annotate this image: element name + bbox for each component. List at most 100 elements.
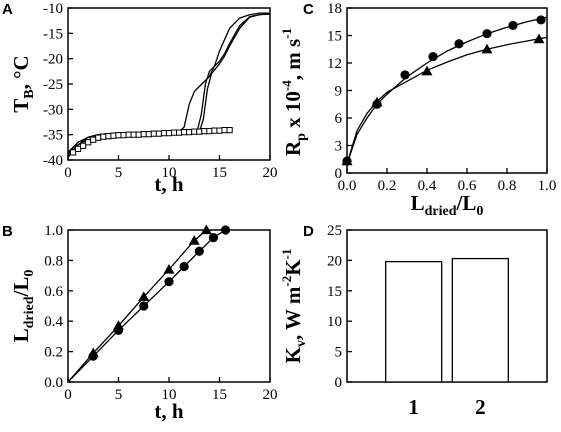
temperature-data-point	[90, 136, 97, 143]
panel-c-y-tick-label: 18	[327, 1, 342, 17]
axis-ticks-d: 0 5 10 15 20 25 1 2	[327, 223, 486, 419]
resistance-data-point	[533, 33, 545, 44]
panel-c-y-tick-label: 0	[335, 166, 343, 182]
resistance-data-point	[508, 20, 518, 31]
data-marks-d	[385, 257, 509, 383]
panel-c-x-tick-label: 0.0	[338, 178, 357, 194]
resistance-data-point	[482, 29, 492, 39]
y-axis-label-b: Ldried/L0	[9, 270, 37, 343]
chart-panel-b: B 0 5 10 15 20 0.0 0.2 0.4 0.6 0.8 1.0 t, h Ldried…	[2, 223, 278, 423]
panel-d-y-tick-label: 0	[335, 375, 343, 391]
panel-b-x-tick-label: 10	[162, 387, 177, 403]
panel-a-y-tick-label: -15	[43, 26, 63, 42]
panel-c-x-tick-label: 0.6	[458, 178, 477, 194]
dried-fraction-data-point	[220, 225, 231, 235]
axis-ticks-a: 0 5 10 15 20 -40 -35 -30 -25 -20 -15 -10	[43, 1, 278, 181]
panel-c-x-tick-label: 0.4	[418, 178, 437, 194]
temperature-data-point	[110, 132, 117, 139]
panel-d-y-tick-label: 10	[327, 314, 342, 330]
panel-d-category-label: 2	[475, 395, 486, 419]
panel-a-y-tick-label: -40	[43, 153, 63, 169]
temperature-data-point	[105, 133, 112, 140]
panel-a-y-tick-label: -25	[43, 77, 63, 93]
dried-fraction-data-point	[200, 224, 212, 235]
resistance-fit-curve	[346, 16, 548, 165]
temperature-data-point	[170, 129, 178, 136]
temperature-data-point	[140, 131, 147, 138]
heat-transfer-bar	[451, 257, 509, 383]
panel-c-label: C	[303, 1, 314, 18]
panel-d-y-tick-label: 20	[327, 253, 342, 269]
panel-d-y-tick-label: 15	[327, 284, 342, 300]
panel-c-x-tick-label: 1.0	[538, 178, 557, 194]
panel-a-x-tick-label: 15	[212, 165, 227, 181]
panel-a-x-tick-label: 10	[162, 165, 177, 181]
y-axis-label-d: Kv, W m-2K-1	[279, 249, 309, 364]
temperature-data-point	[150, 130, 157, 137]
panel-b-x-tick-label: 20	[263, 387, 278, 403]
temperature-data-point	[226, 127, 233, 134]
panel-b-y-tick-label: 1.0	[44, 223, 63, 239]
panel-d-label: D	[303, 223, 314, 240]
temperature-data-point	[201, 128, 208, 135]
temperature-data-point	[165, 130, 173, 137]
resistance-data-point	[428, 51, 438, 62]
temperature-data-point	[130, 131, 137, 138]
dried-fraction-data-point	[188, 235, 200, 245]
panel-c-y-tick-label: 3	[335, 139, 343, 155]
dried-fraction-data-point	[164, 277, 174, 287]
dried-fraction-data-point	[139, 301, 149, 311]
dried-fraction-data-point	[113, 325, 124, 335]
panel-b-y-tick-label: 0.2	[44, 345, 63, 361]
dried-fraction-data-point	[208, 233, 219, 243]
temperature-data-point	[196, 128, 203, 135]
x-axis-label-a: t, h	[154, 172, 183, 196]
temperature-data-point	[206, 128, 213, 135]
y-axis-label-c: Rp x 10-4, m s-1	[279, 28, 309, 156]
panel-a-y-tick-label: -20	[43, 52, 63, 68]
panel-a-y-tick-label: -30	[43, 102, 63, 118]
panel-c-y-tick-label: 12	[327, 56, 342, 72]
x-axis-label-b: t, h	[154, 399, 183, 423]
resistance-data-point	[536, 15, 546, 25]
dried-fraction-data-point	[163, 264, 175, 274]
panel-a-y-tick-label: -35	[43, 128, 63, 144]
axis-ticks-c: 0.0 0.2 0.4 0.6 0.8 1.0 0 3 6 9 12 15 18	[327, 1, 556, 194]
panel-a-x-tick-label: 5	[115, 165, 123, 181]
panel-b-y-tick-label: 0.0	[44, 375, 63, 391]
plot-frame-b	[67, 229, 271, 383]
resistance-data-point	[421, 65, 433, 76]
axis-ticks-b: 0 5 10 15 20 0.0 0.2 0.4 0.6 0.8 1.0	[44, 223, 277, 403]
temperature-data-point	[211, 127, 218, 134]
temperature-data-point	[100, 133, 107, 140]
dried-fraction-data-point	[194, 246, 204, 256]
panel-c-y-tick-label: 15	[327, 29, 342, 45]
temperature-data-point	[216, 127, 223, 134]
temperature-data-point	[120, 132, 127, 139]
panel-b-y-tick-label: 0.8	[44, 253, 63, 269]
temperature-data-point	[80, 142, 87, 149]
dried-fraction-data-point	[88, 351, 98, 361]
panel-c-y-tick-label: 6	[335, 111, 343, 127]
resistance-data-point	[454, 39, 464, 49]
chart-panel-c: C 0.0 0.2 0.4 0.6 0.8 1.0 0 3 6 9 12 15 18 Ldried/L0…	[279, 1, 556, 219]
panel-a-label: A	[2, 1, 13, 18]
temperature-data-point	[186, 129, 193, 136]
data-marks-b	[67, 224, 231, 383]
heat-transfer-bar	[385, 260, 443, 383]
temperature-data-point	[181, 129, 188, 136]
panel-d-y-tick-label: 5	[335, 345, 343, 361]
panel-c-y-tick-label: 9	[335, 84, 343, 100]
plot-frame-c	[346, 7, 548, 174]
panel-b-label: B	[2, 223, 13, 240]
resistance-data-point	[400, 70, 410, 80]
dried-fraction-data-point	[179, 261, 189, 272]
plot-frame-d	[346, 229, 548, 383]
chart-panel-a: A 0 5 10 15 20 -40 -35 -30 -25 -20 -15 -10 t, h TB,…	[2, 1, 278, 196]
temperature-data-point	[95, 134, 102, 141]
temperature-data-point	[69, 149, 77, 156]
dried-fraction-data-point	[138, 291, 150, 302]
panel-b-y-tick-label: 0.4	[44, 314, 63, 330]
data-marks-a	[67, 12, 271, 158]
dried-fraction-fit-line	[67, 229, 207, 383]
